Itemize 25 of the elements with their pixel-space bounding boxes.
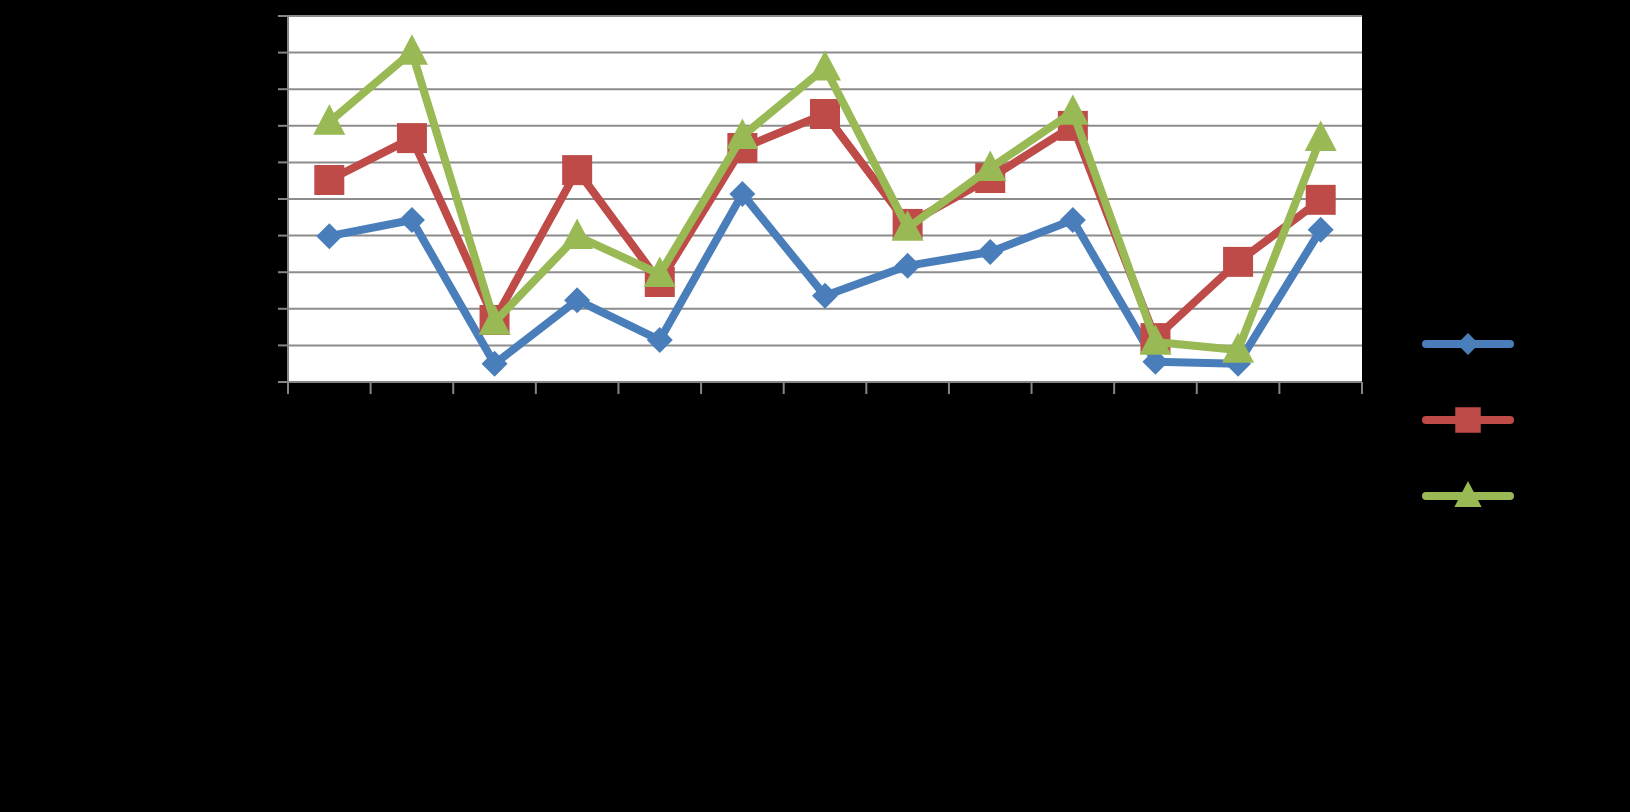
point xyxy=(809,50,841,81)
point xyxy=(1304,120,1337,151)
point xyxy=(810,99,840,130)
point xyxy=(643,256,676,287)
point xyxy=(894,252,921,279)
point xyxy=(726,118,759,149)
point xyxy=(314,165,345,196)
point xyxy=(1222,332,1255,363)
point xyxy=(395,34,428,65)
point xyxy=(729,180,756,207)
point xyxy=(646,327,673,354)
point xyxy=(562,155,593,186)
point xyxy=(313,104,346,135)
point xyxy=(812,282,838,309)
point xyxy=(561,218,594,249)
point xyxy=(564,287,591,314)
point xyxy=(1059,206,1086,233)
point xyxy=(398,206,425,233)
point xyxy=(481,350,508,377)
point xyxy=(1305,184,1336,215)
point xyxy=(1307,216,1334,243)
point xyxy=(977,238,1004,265)
point xyxy=(316,223,343,250)
point xyxy=(396,123,427,154)
point xyxy=(1223,246,1254,277)
